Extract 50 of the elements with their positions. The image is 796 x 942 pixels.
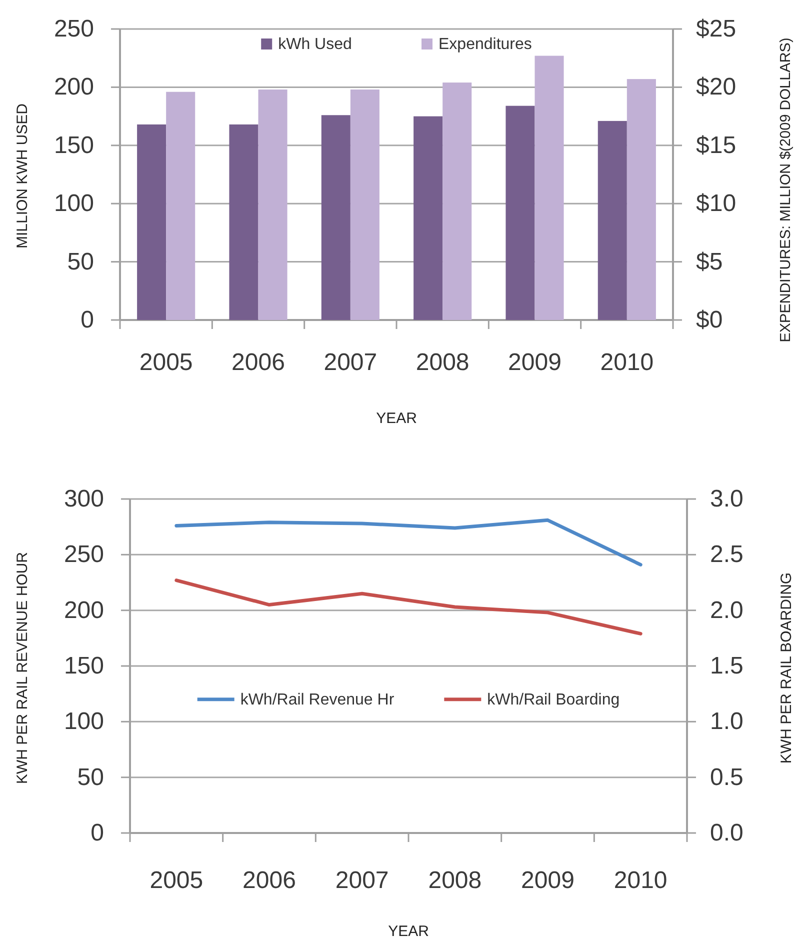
- x-tick-label: 2007: [335, 866, 389, 894]
- y-tick-label: 150: [54, 132, 94, 159]
- x-axis-title: YEAR: [376, 410, 418, 426]
- x-tick-label: 2010: [600, 348, 654, 376]
- y2-tick-label: 1.5: [710, 652, 744, 680]
- y-tick-label: 100: [54, 190, 94, 218]
- y2-tick-label: 2.5: [710, 541, 744, 568]
- y2-tick-label: $15: [696, 132, 736, 159]
- y-tick-label: 50: [77, 764, 104, 791]
- y-tick-label: 150: [64, 652, 104, 680]
- legend-label: kWh Used: [278, 36, 352, 52]
- y2-tick-label: $20: [696, 74, 736, 101]
- y-tick-label: 250: [64, 541, 104, 568]
- x-tick-label: 2006: [232, 348, 285, 376]
- y2-tick-label: 0.5: [710, 764, 744, 791]
- y-tick-label: 100: [64, 708, 104, 736]
- y-tick-label: 0: [90, 820, 104, 846]
- y-tick-label: 0: [80, 306, 94, 334]
- x-tick-label: 2006: [242, 866, 296, 894]
- line-series: [174, 518, 642, 566]
- y-tick-label: 300: [64, 486, 104, 512]
- y2-tick-label: 0.0: [710, 820, 744, 846]
- legend-label: kWh/Rail Revenue Hr: [240, 690, 395, 708]
- x-tick-label: 2009: [508, 348, 562, 376]
- legend-label: Expenditures: [438, 36, 532, 52]
- y-tick-label: 200: [64, 596, 104, 624]
- x-axis-title: YEAR: [388, 922, 430, 940]
- y-tick-label: 200: [54, 74, 94, 101]
- y-axis-title: MILLION KWH USED: [14, 103, 30, 249]
- y2-axis-title: EXPENDITURES: MILLION $(2009 DOLLARS): [778, 38, 794, 342]
- y-tick-label: 250: [54, 16, 94, 42]
- y2-tick-label: $5: [696, 248, 723, 276]
- y2-tick-label: 2.0: [710, 596, 744, 624]
- x-tick-label: 2010: [614, 866, 668, 894]
- y-axis-title: KWH PER RAIL REVENUE HOUR: [14, 552, 30, 784]
- y2-axis-title: KWH PER RAIL BOARDING: [778, 572, 794, 764]
- x-tick-label: 2005: [150, 866, 204, 894]
- x-tick-label: 2007: [324, 348, 378, 376]
- y2-tick-label: $0: [696, 306, 723, 334]
- y2-tick-label: $10: [696, 190, 736, 218]
- y2-tick-label: 1.0: [710, 708, 744, 736]
- x-tick-label: 2005: [139, 348, 193, 376]
- x-tick-label: 2008: [428, 866, 482, 894]
- y2-tick-label: $25: [696, 16, 736, 42]
- legend-label: kWh/Rail Boarding: [487, 690, 620, 708]
- line-series: [174, 578, 642, 636]
- y-tick-label: 50: [67, 248, 94, 276]
- y2-tick-label: 3.0: [710, 486, 744, 512]
- x-tick-label: 2009: [521, 866, 574, 894]
- x-tick-label: 2008: [416, 348, 470, 376]
